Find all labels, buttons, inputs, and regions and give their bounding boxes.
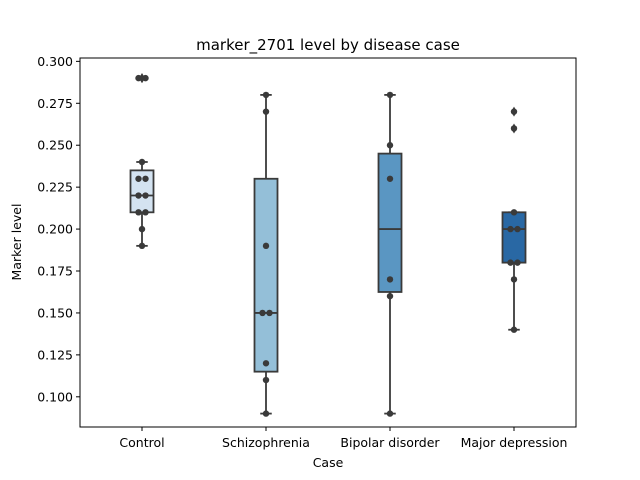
data-point — [135, 74, 142, 82]
data-point — [510, 125, 518, 132]
x-tick-label: Bipolar disorder — [340, 435, 440, 450]
iqr-box — [129, 169, 155, 214]
x-tick-label: Major depression — [461, 435, 568, 450]
y-axis-ticks: 0.100 0.125 0.150 0.175 0.200 0.225 0.250 0.275… — [37, 54, 80, 404]
data-point — [386, 410, 394, 417]
box-group-bipolar-disorder — [377, 91, 403, 417]
data-point — [259, 309, 266, 317]
data-point — [262, 108, 270, 115]
data-point — [266, 309, 273, 317]
data-point — [386, 292, 394, 300]
data-point — [135, 192, 142, 199]
data-point — [386, 91, 394, 99]
y-tick-label: 0.275 — [37, 96, 73, 111]
data-point — [262, 91, 270, 99]
x-tick-label: Schizophrenia — [222, 435, 310, 450]
data-point — [507, 225, 514, 233]
data-point — [135, 209, 142, 216]
iqr-box — [377, 152, 403, 293]
data-point — [135, 175, 142, 182]
data-point — [138, 158, 146, 166]
plot-area — [129, 73, 527, 417]
y-tick-label: 0.150 — [37, 305, 73, 320]
chart-title: marker_2701 level by disease case — [196, 36, 460, 55]
x-tick-label: Control — [119, 435, 164, 450]
data-point — [507, 259, 514, 266]
x-axis-ticks: Control Schizophrenia Bipolar disorder Majo… — [119, 427, 567, 450]
data-point — [262, 376, 270, 384]
data-point — [510, 276, 518, 283]
axes-frame — [79, 57, 577, 428]
data-point — [510, 326, 518, 333]
outlier-marker — [139, 73, 145, 84]
y-tick-label: 0.175 — [37, 264, 73, 279]
data-point — [142, 175, 149, 182]
y-tick-label: 0.125 — [37, 347, 73, 362]
data-point — [142, 192, 149, 199]
data-point — [138, 242, 146, 250]
data-point — [262, 242, 270, 250]
y-tick-label: 0.300 — [37, 54, 73, 69]
data-point — [386, 276, 394, 283]
data-point — [138, 225, 146, 233]
data-point — [386, 142, 394, 149]
data-point — [386, 175, 394, 182]
iqr-box — [501, 211, 527, 264]
box-group-control — [129, 73, 155, 250]
data-point — [262, 360, 270, 367]
y-tick-label: 0.250 — [37, 138, 73, 153]
x-axis-label: Case — [313, 455, 344, 470]
data-point — [510, 108, 518, 115]
data-point — [262, 410, 270, 417]
iqr-box — [253, 177, 279, 373]
data-point — [514, 259, 521, 266]
data-point — [142, 209, 149, 216]
data-point — [142, 74, 149, 82]
data-point — [514, 225, 521, 233]
box-group-schizophrenia — [253, 91, 279, 417]
y-tick-label: 0.100 — [37, 389, 73, 404]
box-group-major-depression — [501, 106, 527, 333]
data-point — [510, 209, 518, 216]
y-axis-label: Marker level — [9, 204, 24, 281]
y-tick-label: 0.200 — [37, 222, 73, 237]
y-tick-label: 0.225 — [37, 180, 73, 195]
